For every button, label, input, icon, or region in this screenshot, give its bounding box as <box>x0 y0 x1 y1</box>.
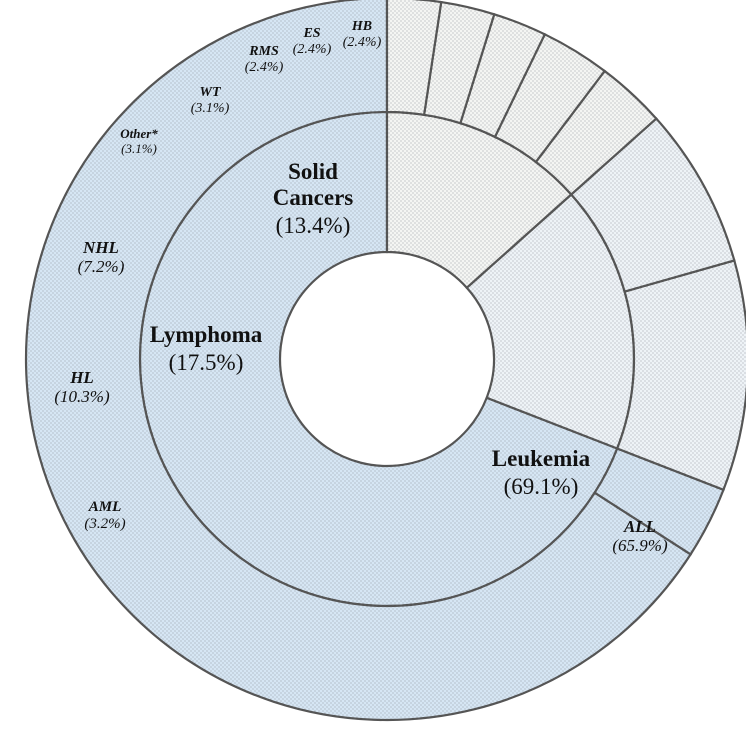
outer-label-aml: AML (3.2%) <box>84 499 125 532</box>
outer-label-rms: RMS (2.4%) <box>245 44 284 75</box>
outer-label-all: ALL (65.9%) <box>612 517 668 555</box>
outer-segment-other-outline <box>534 69 658 197</box>
outer-label-hl: HL (10.3%) <box>54 368 110 406</box>
inner-label-solid: Solid Cancers (13.4%) <box>273 159 354 238</box>
outer-label-other: Other* (3.1%) <box>120 126 158 156</box>
outer-segment-hb-outline <box>385 0 443 117</box>
outer-label-es: ES (2.4%) <box>293 26 332 57</box>
outer-segment-rms-outline <box>458 12 547 139</box>
outer-segment-nhl-outline <box>569 117 736 293</box>
outer-label-wt: WT (3.1%) <box>191 85 230 116</box>
outer-segment-aml-outline <box>593 447 725 556</box>
outer-segment-wt-outline <box>493 32 607 164</box>
inner-label-lymphoma: Lymphoma (17.5%) <box>150 322 263 375</box>
inner-label-leukemia: Leukemia (69.1%) <box>492 446 591 499</box>
outer-segment-es-outline <box>422 0 496 125</box>
chart-labels: Leukemia (69.1%) Lymphoma (17.5%) Solid Cance… <box>54 19 668 555</box>
outer-label-nhl: NHL (7.2%) <box>78 238 125 276</box>
outer-label-hb: HB (2.4%) <box>343 19 382 50</box>
outer-segment-all-outline <box>24 0 693 722</box>
outer-segment-hl-outline <box>615 259 746 492</box>
chart-segments <box>24 0 746 722</box>
